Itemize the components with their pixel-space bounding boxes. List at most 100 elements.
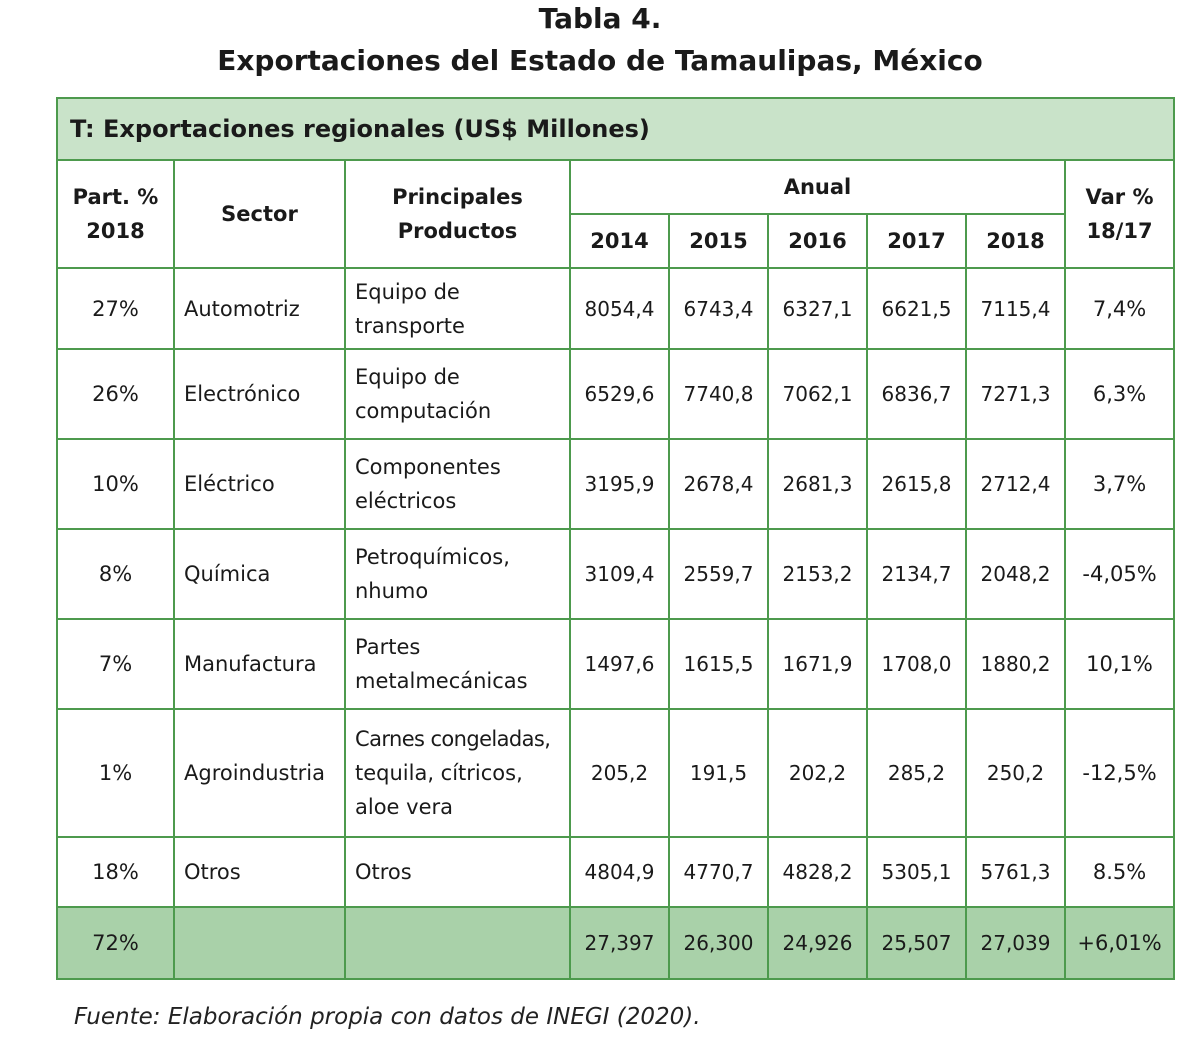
cell-sector: Agroindustria	[173, 708, 346, 838]
total-empty-products	[344, 906, 571, 980]
cell-value: 205,2	[569, 708, 670, 838]
cell-part: 27%	[56, 267, 175, 350]
cell-products: Componentes eléctricos	[344, 438, 571, 530]
cell-value: 2678,4	[668, 438, 769, 530]
header-var-line1: Var %	[1085, 185, 1154, 209]
cell-value: 1708,0	[866, 618, 967, 710]
exports-table: T: Exportaciones regionales (US$ Millone…	[55, 97, 1176, 980]
cell-value: 2681,3	[767, 438, 868, 530]
cell-value: 191,5	[668, 708, 769, 838]
cell-part: 10%	[56, 438, 175, 530]
table-row: 18% Otros Otros 4804,9 4770,7 4828,2 530…	[56, 836, 1176, 908]
product-line: computación	[355, 399, 492, 423]
header-year: 2014	[569, 213, 670, 269]
header-part-line1: Part. %	[72, 185, 159, 209]
total-var: +6,01%	[1063, 906, 1176, 980]
product-line: aloe vera	[355, 795, 453, 819]
cell-sector: Química	[173, 528, 346, 620]
cell-var: 3,7%	[1063, 438, 1176, 530]
cell-value: 8054,4	[569, 267, 670, 350]
cell-sector: Eléctrico	[173, 438, 346, 530]
cell-var: 6,3%	[1063, 348, 1176, 440]
product-line: Componentes	[355, 455, 501, 479]
total-value: 26,300	[668, 906, 769, 980]
cell-products: Otros	[344, 836, 571, 908]
cell-part: 8%	[56, 528, 175, 620]
cell-value: 6743,4	[668, 267, 769, 350]
product-line: eléctricos	[355, 489, 457, 513]
header-products-line2: Productos	[397, 219, 518, 243]
cell-sector: Electrónico	[173, 348, 346, 440]
cell-sector: Otros	[173, 836, 346, 908]
product-line: transporte	[355, 313, 465, 338]
total-empty-sector	[173, 906, 346, 980]
cell-value: 3109,4	[569, 528, 670, 620]
cell-part: 1%	[56, 708, 175, 838]
product-line: Partes	[355, 635, 421, 659]
cell-value: 5761,3	[965, 836, 1066, 908]
cell-var: 8.5%	[1063, 836, 1176, 908]
total-value: 24,926	[767, 906, 868, 980]
header-part-line2: 2018	[86, 219, 145, 243]
header-year: 2018	[965, 213, 1066, 269]
table-caption: T: Exportaciones regionales (US$ Millone…	[55, 97, 1176, 161]
cell-products: Equipo de transporte	[344, 267, 571, 350]
cell-value: 6621,5	[866, 267, 967, 350]
header-products: Principales Productos	[344, 159, 571, 269]
cell-value: 5305,1	[866, 836, 967, 908]
header-row: Part. % 2018 Sector Principales Producto…	[56, 159, 1176, 269]
cell-sector: Automotriz	[173, 267, 346, 350]
header-products-line1: Principales	[392, 185, 523, 209]
table-row: 8% Química Petroquímicos, nhumo 3109,4 2…	[56, 528, 1176, 620]
year-header-row: 2014 2015 2016 2017 2018	[57, 213, 1174, 269]
product-line: Carnes congeladas,	[355, 727, 551, 751]
header-year: 2017	[866, 213, 967, 269]
cell-value: 2615,8	[866, 438, 967, 530]
total-value: 27,397	[569, 906, 670, 980]
product-line: Equipo de	[355, 365, 460, 389]
cell-value: 250,2	[965, 708, 1066, 838]
cell-var: 7,4%	[1063, 267, 1176, 350]
header-sector: Sector	[173, 159, 346, 269]
table-row: 27% Automotriz Equipo de transporte 8054…	[56, 267, 1176, 350]
header-year: 2015	[668, 213, 769, 269]
total-row: 72% 27,397 26,300 24,926 25,507 27,039 +…	[56, 906, 1176, 980]
cell-value: 7062,1	[767, 348, 868, 440]
total-part: 72%	[56, 906, 175, 980]
cell-value: 2712,4	[965, 438, 1066, 530]
cell-value: 7740,8	[668, 348, 769, 440]
header-var: Var % 18/17	[1063, 159, 1176, 269]
header-part: Part. % 2018	[56, 159, 175, 269]
cell-value: 285,2	[866, 708, 967, 838]
table-title: Exportaciones del Estado de Tamaulipas, …	[217, 44, 983, 77]
cell-value: 6327,1	[767, 267, 868, 350]
product-line: Otros	[355, 860, 412, 884]
cell-products: Petroquímicos, nhumo	[344, 528, 571, 620]
header-var-line2: 18/17	[1086, 219, 1153, 243]
product-line: metalmecánicas	[355, 669, 528, 693]
cell-products: Partes metalmecánicas	[344, 618, 571, 710]
total-value: 25,507	[866, 906, 967, 980]
cell-value: 4770,7	[668, 836, 769, 908]
table-number-title: Tabla 4.	[538, 2, 662, 35]
cell-value: 1880,2	[965, 618, 1066, 710]
cell-value: 2048,2	[965, 528, 1066, 620]
cell-part: 7%	[56, 618, 175, 710]
cell-products: Equipo de computación	[344, 348, 571, 440]
cell-value: 1615,5	[668, 618, 769, 710]
cell-value: 202,2	[767, 708, 868, 838]
cell-value: 7115,4	[965, 267, 1066, 350]
cell-var: -4,05%	[1063, 528, 1176, 620]
product-line: nhumo	[355, 579, 429, 603]
product-line: Equipo de	[355, 279, 460, 304]
cell-value: 6836,7	[866, 348, 967, 440]
header-year: 2016	[767, 213, 868, 269]
cell-value: 1497,6	[569, 618, 670, 710]
cell-value: 6529,6	[569, 348, 670, 440]
cell-value: 2559,7	[668, 528, 769, 620]
caption-row: T: Exportaciones regionales (US$ Millone…	[55, 97, 1176, 161]
cell-value: 2134,7	[866, 528, 967, 620]
header-anual: Anual	[569, 159, 1066, 215]
product-line: tequila, cítricos,	[355, 761, 523, 785]
cell-value: 4804,9	[569, 836, 670, 908]
